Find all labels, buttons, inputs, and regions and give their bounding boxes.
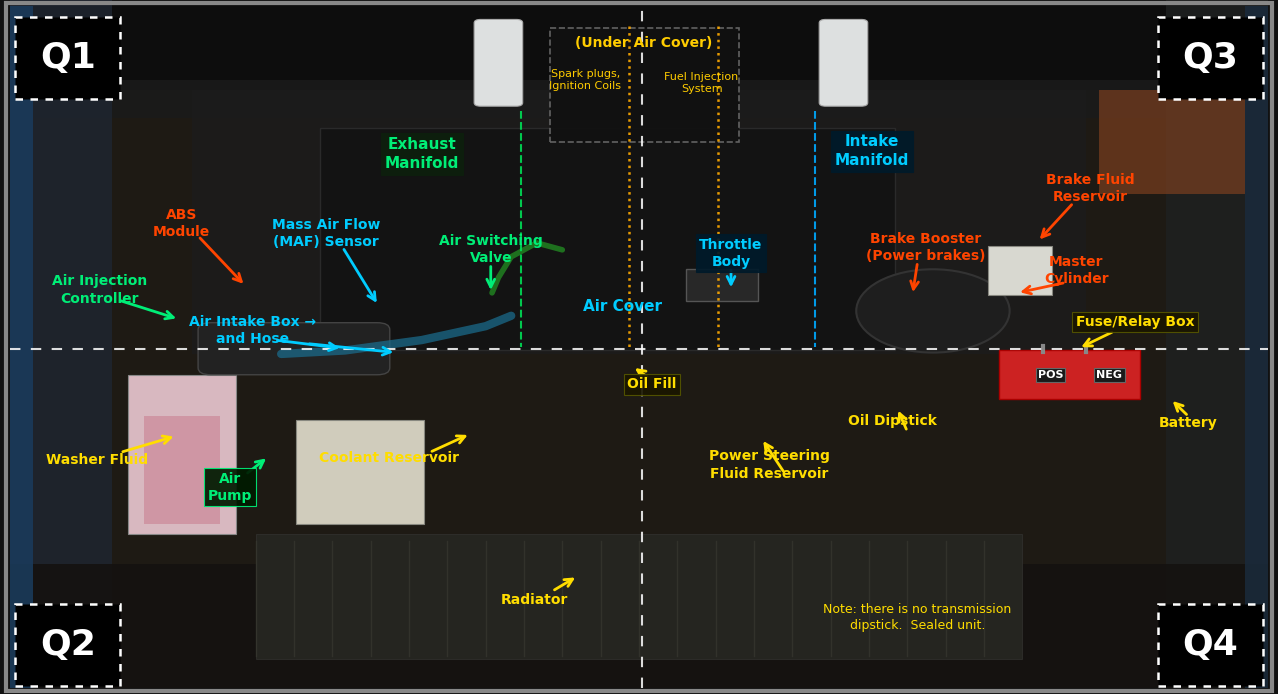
FancyBboxPatch shape [1166,0,1268,688]
FancyBboxPatch shape [10,6,1268,90]
FancyBboxPatch shape [15,604,120,686]
FancyBboxPatch shape [320,128,895,350]
Text: Coolant Reservoir: Coolant Reservoir [318,451,459,465]
FancyBboxPatch shape [1099,90,1245,194]
FancyBboxPatch shape [1158,604,1263,686]
Text: ABS
Module: ABS Module [153,208,210,239]
FancyBboxPatch shape [10,6,33,688]
Text: Air Switching
Valve: Air Switching Valve [438,234,543,266]
FancyBboxPatch shape [144,416,220,524]
Text: NEG: NEG [1097,370,1122,380]
FancyBboxPatch shape [1158,17,1263,99]
Text: Power Steering
Fluid Reservoir: Power Steering Fluid Reservoir [709,449,829,481]
FancyBboxPatch shape [10,0,112,688]
FancyBboxPatch shape [10,564,1268,688]
Text: Fuse/Relay Box: Fuse/Relay Box [1076,315,1194,329]
FancyBboxPatch shape [256,534,1022,659]
Text: Battery: Battery [1159,416,1218,430]
FancyBboxPatch shape [999,350,1140,399]
Text: Washer Fluid: Washer Fluid [46,453,148,467]
Text: Exhaust
Manifold: Exhaust Manifold [385,137,459,171]
FancyBboxPatch shape [1245,6,1268,688]
Text: Brake Booster
(Power brakes): Brake Booster (Power brakes) [865,232,985,264]
FancyBboxPatch shape [10,80,1268,118]
Text: Oil Fill: Oil Fill [627,378,676,391]
Text: Air Intake Box →
and Hose: Air Intake Box → and Hose [189,314,317,346]
FancyBboxPatch shape [474,19,523,106]
Text: Q3: Q3 [1182,41,1238,74]
FancyBboxPatch shape [128,375,236,534]
Text: Air
Pump: Air Pump [208,471,252,503]
FancyBboxPatch shape [686,269,758,301]
FancyBboxPatch shape [192,90,1086,354]
Text: Master
Cylinder: Master Cylinder [1044,255,1108,287]
FancyBboxPatch shape [819,19,868,106]
Text: Radiator: Radiator [501,593,567,607]
Text: Q2: Q2 [40,628,96,661]
Text: (Under Air Cover): (Under Air Cover) [575,36,713,50]
FancyBboxPatch shape [988,246,1052,295]
Text: Throttle
Body: Throttle Body [699,237,763,269]
Text: Air Cover: Air Cover [583,299,662,314]
Circle shape [856,269,1010,353]
Text: POS: POS [1038,370,1063,380]
FancyBboxPatch shape [15,17,120,99]
Text: Spark plugs,
Ignition Coils: Spark plugs, Ignition Coils [550,69,621,91]
FancyBboxPatch shape [198,323,390,375]
FancyBboxPatch shape [296,420,424,524]
FancyBboxPatch shape [10,6,1268,688]
Text: Intake
Manifold: Intake Manifold [835,135,909,168]
Text: Mass Air Flow
(MAF) Sensor: Mass Air Flow (MAF) Sensor [272,217,380,249]
Text: Q1: Q1 [40,41,96,74]
FancyBboxPatch shape [550,28,739,142]
Text: Air Injection
Controller: Air Injection Controller [52,274,147,306]
Text: Oil Dipstick: Oil Dipstick [847,414,937,428]
Text: Note: there is no transmission
dipstick.  Sealed unit.: Note: there is no transmission dipstick.… [823,603,1012,632]
Text: Brake Fluid
Reservoir: Brake Fluid Reservoir [1045,173,1135,205]
Text: Fuel Injection
System: Fuel Injection System [665,72,739,94]
Text: Q4: Q4 [1182,628,1238,661]
